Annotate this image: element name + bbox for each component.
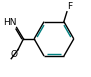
Text: O: O [10, 50, 17, 59]
Text: F: F [67, 2, 72, 11]
Text: HN: HN [3, 18, 16, 27]
